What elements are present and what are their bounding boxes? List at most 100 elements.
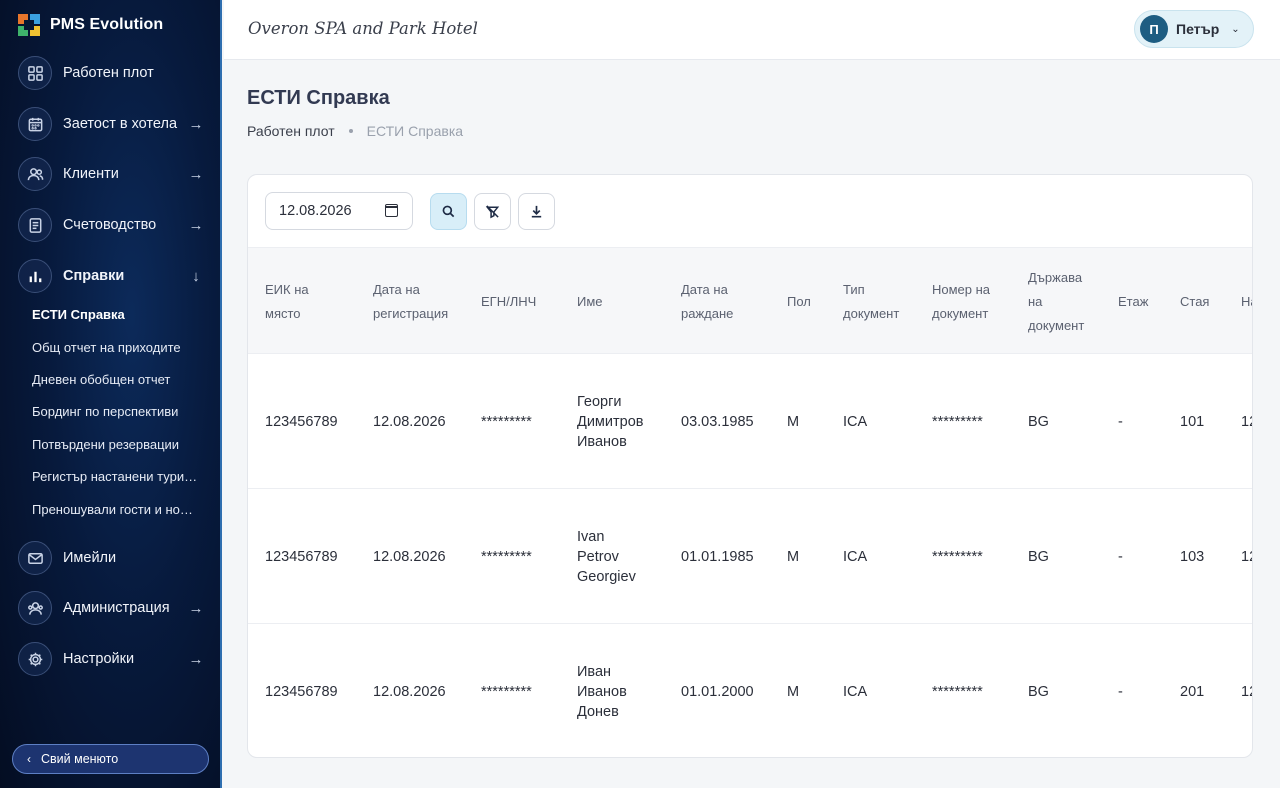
column-header[interactable]: Държава на документ: [1028, 248, 1084, 355]
table-cell-floor: -: [1118, 413, 1123, 430]
mail-icon: [18, 541, 52, 575]
column-header-line: Стая: [1180, 293, 1210, 309]
sidebar-subitem-daily-report[interactable]: Дневен обобщен отчет: [32, 372, 171, 387]
column-header[interactable]: Етаж: [1118, 248, 1148, 355]
table-cell-sex: M: [787, 683, 800, 700]
name-line: Димитров: [577, 413, 644, 430]
name-line: Георги: [577, 393, 622, 410]
sidebar-subitem-overnight-guests[interactable]: Преношували гости и нощувки: [32, 502, 202, 517]
table-cell-birth: 01.01.1985: [681, 548, 754, 565]
name-line: Georgiev: [577, 568, 636, 585]
table-cell-extra: 12: [1241, 548, 1252, 565]
column-header-line: документ: [932, 305, 989, 321]
table-cell-floor: -: [1118, 683, 1123, 700]
table-cell-country: BG: [1028, 548, 1049, 565]
collapse-menu-button[interactable]: ‹ Свий менюто: [12, 744, 209, 774]
table-cell-reg-date: 12.08.2026: [373, 413, 446, 430]
sidebar-item-label: Имейли: [63, 550, 117, 566]
table-cell-doc-no: *********: [932, 683, 983, 700]
arrow-right-icon: →: [188, 115, 204, 133]
table-cell-country: BG: [1028, 683, 1049, 700]
table-row[interactable]: 123456789 12.08.2026 ********* Ivan Petrov Ge…: [248, 489, 1252, 624]
column-header[interactable]: ЕИК на място: [265, 248, 309, 355]
breadcrumb-home-link[interactable]: Работен плот: [247, 123, 335, 139]
sidebar-subitem-confirmed-reservations[interactable]: Потвърдени резервации: [32, 437, 180, 452]
column-header[interactable]: Дата на регистрация: [373, 248, 448, 355]
name-line: Донев: [577, 703, 619, 720]
table-cell-extra: 12: [1241, 413, 1252, 430]
table-cell-name: Ivan Petrov Georgiev: [577, 489, 636, 624]
sidebar-item-occupancy[interactable]: Заетост в хотела →: [18, 107, 204, 141]
ledger-icon: [18, 208, 52, 242]
table-row[interactable]: 123456789 12.08.2026 ********* Иван Иванов До…: [248, 624, 1252, 757]
column-header[interactable]: Стая: [1180, 248, 1209, 355]
breadcrumb-separator: [348, 129, 353, 133]
sidebar-item-accounting[interactable]: Счетоводство →: [18, 208, 204, 242]
page-title: ЕСТИ Справка: [247, 87, 390, 109]
table-cell-egn: *********: [481, 548, 532, 565]
table-cell-name: Иван Иванов Донев: [577, 624, 627, 757]
search-button[interactable]: [430, 193, 467, 230]
chevron-down-icon: ⌄: [1231, 23, 1240, 35]
clear-filters-button[interactable]: [474, 193, 511, 230]
column-header[interactable]: Номер на документ: [932, 248, 990, 355]
sidebar-subitem-boarding[interactable]: Бординг по перспективи: [32, 404, 179, 419]
sidebar-item-dashboard[interactable]: Работен плот: [18, 56, 204, 90]
table-header: ЕИК на място Дата на регистрация ЕГН/ЛНЧ Име Д…: [248, 247, 1252, 355]
table-cell-doc-type: ICA: [843, 548, 868, 565]
sidebar-item-emails[interactable]: Имейли: [18, 541, 204, 575]
table-row[interactable]: 123456789 12.08.2026 ********* Георги Димитр…: [248, 354, 1252, 489]
column-header[interactable]: Име: [577, 248, 603, 355]
sidebar-item-label: Справки: [63, 268, 125, 284]
table-cell-birth: 01.01.2000: [681, 683, 754, 700]
brand[interactable]: PMS Evolution: [18, 14, 163, 36]
table-cell-doc-no: *********: [932, 413, 983, 430]
table-cell-sex: M: [787, 413, 800, 430]
chevron-left-icon: ‹: [27, 752, 31, 766]
arrow-right-icon: →: [188, 599, 204, 617]
sidebar-item-label: Настройки: [63, 651, 135, 667]
column-header[interactable]: Дата на раждане: [681, 248, 733, 355]
column-header[interactable]: Пол: [787, 248, 811, 355]
column-header-line: документ: [843, 305, 900, 321]
table-cell-floor: -: [1118, 548, 1123, 565]
sidebar-item-clients[interactable]: Клиенти →: [18, 157, 204, 191]
bar-chart-icon: [18, 259, 52, 293]
sidebar-subitem-esti-report[interactable]: ЕСТИ Справка: [32, 307, 125, 322]
breadcrumb: Работен плот ЕСТИ Справка: [247, 123, 463, 139]
table-cell-room: 103: [1180, 548, 1205, 565]
sidebar-item-settings[interactable]: Настройки →: [18, 642, 204, 676]
sidebar-item-label: Счетоводство: [63, 217, 157, 233]
gear-icon: [18, 642, 52, 676]
calendar-picker-icon[interactable]: [385, 204, 398, 217]
table-cell-reg-date: 12.08.2026: [373, 548, 446, 565]
table-cell-country: BG: [1028, 413, 1049, 430]
table-cell-eik: 123456789: [265, 683, 338, 700]
column-header[interactable]: ЕГН/ЛНЧ: [481, 248, 536, 355]
column-header[interactable]: Тип документ: [843, 248, 899, 355]
table-cell-reg-date: 12.08.2026: [373, 683, 446, 700]
sidebar-subitem-income-report[interactable]: Общ отчет на приходите: [32, 340, 181, 355]
arrow-down-icon: ↓: [192, 267, 200, 285]
sidebar-item-administration[interactable]: Администрация →: [18, 591, 204, 625]
column-header-line: Име: [577, 293, 603, 309]
column-header[interactable]: На: [1241, 248, 1252, 355]
app-name: PMS Evolution: [50, 16, 164, 33]
breadcrumb-current: ЕСТИ Справка: [366, 123, 464, 139]
sidebar-subitem-tourist-register[interactable]: Регистър настанени туристи: [32, 469, 202, 484]
users-icon: [18, 157, 52, 191]
table-cell-room: 201: [1180, 683, 1205, 700]
arrow-right-icon: →: [188, 216, 204, 234]
download-button[interactable]: [518, 193, 555, 230]
sidebar-item-reports[interactable]: Справки ↓: [18, 259, 204, 293]
column-header-line: Държава: [1028, 269, 1083, 285]
date-input[interactable]: 12.08.2026: [265, 192, 413, 230]
user-menu-button[interactable]: П Петър ⌄: [1134, 10, 1254, 48]
column-header-line: ЕГН/ЛНЧ: [481, 293, 537, 309]
column-header-line: Номер на: [932, 281, 991, 297]
calendar-icon: [18, 107, 52, 141]
sidebar-item-label: Администрация: [63, 600, 170, 616]
search-icon: [442, 205, 455, 218]
avatar: П: [1140, 15, 1168, 43]
name-line: Иван: [577, 663, 612, 680]
